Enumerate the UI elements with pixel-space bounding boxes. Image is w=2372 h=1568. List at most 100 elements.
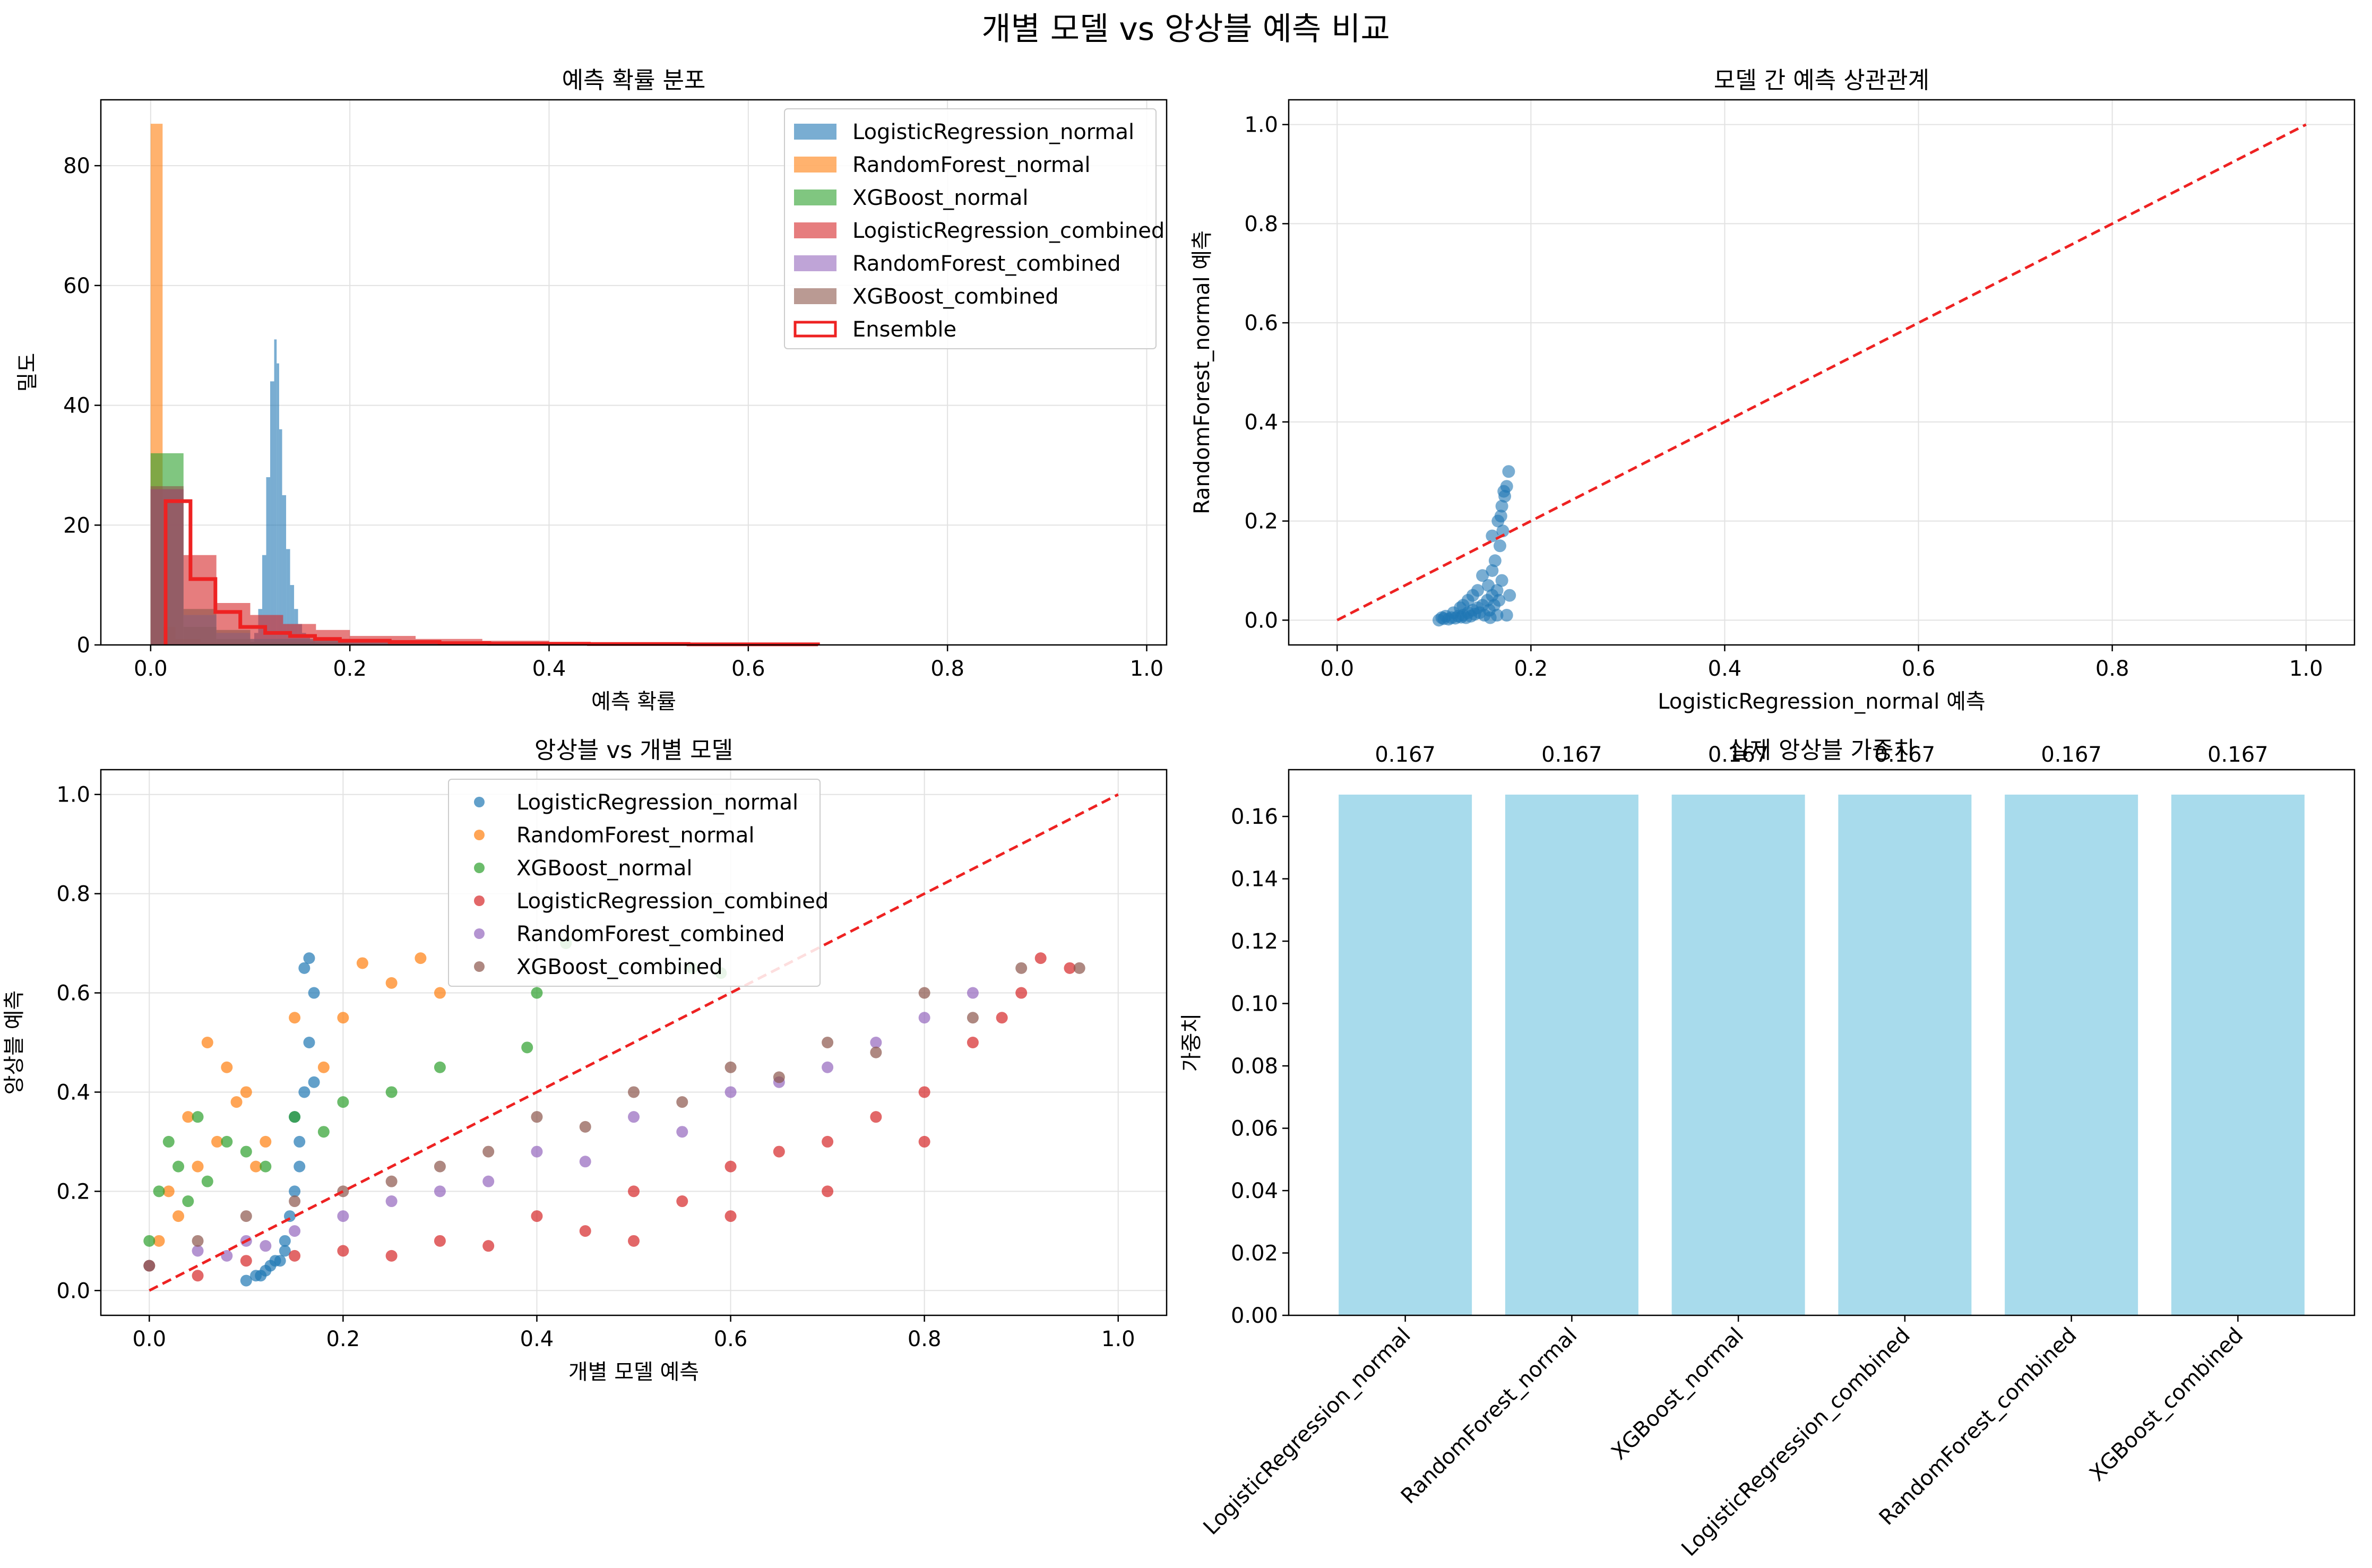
scatter-point: [724, 1160, 737, 1173]
legend-marker: [474, 895, 485, 906]
scatter-point: [1496, 524, 1510, 538]
scatter-point: [628, 1235, 640, 1247]
y-tick-label: 0.4: [56, 1080, 90, 1105]
scatter-point: [289, 1111, 301, 1123]
x-tick-label: XGBoost_normal: [1607, 1323, 1748, 1465]
x-tick-label: 0.6: [1902, 657, 1936, 681]
legend-label: Ensemble: [852, 317, 956, 342]
scatter-point: [415, 952, 427, 964]
scatter-point: [1476, 569, 1489, 582]
x-tick-label: 0.4: [1708, 657, 1742, 681]
y-tick-label: 0.8: [56, 882, 90, 907]
scatter-point: [289, 1012, 301, 1024]
legend-swatch: [794, 124, 836, 140]
scatter-point: [192, 1235, 204, 1247]
weight-bar: [2005, 794, 2138, 1315]
scatter-point: [773, 1145, 785, 1158]
scatter-point: [385, 1086, 398, 1098]
scatter-point: [1497, 485, 1511, 498]
legend-label: LogisticRegression_combined: [852, 219, 1165, 243]
axes-title: 실제 앙상블 가중치: [1728, 737, 1915, 764]
scatter-point: [1495, 499, 1508, 513]
scatter-point: [274, 1255, 286, 1267]
scatter-point: [385, 1175, 398, 1187]
x-tick-label: 1.0: [1130, 657, 1164, 681]
scatter-point: [201, 1037, 213, 1048]
weight-bar: [1339, 794, 1472, 1315]
scatter-point: [298, 1086, 310, 1098]
legend-marker: [474, 928, 485, 939]
legend-box: [448, 779, 821, 987]
scatter-point: [579, 1225, 591, 1237]
y-tick-label: 20: [63, 513, 90, 538]
histogram-bar: [290, 585, 295, 645]
diagonal-reference-line: [149, 793, 1119, 1292]
scatter-point: [240, 1145, 252, 1158]
scatter-point: [250, 1160, 262, 1173]
scatter-point: [434, 1235, 446, 1247]
x-tick-label: 0.0: [134, 657, 168, 681]
scatter-point: [870, 1111, 882, 1123]
scatter-point: [1482, 579, 1495, 592]
y-tick-label: 80: [63, 154, 90, 178]
scatter-point: [1064, 962, 1076, 974]
scatter-point: [294, 1135, 306, 1148]
y-tick-label: 0.06: [1231, 1117, 1278, 1141]
x-tick-label: RandomForest_normal: [1396, 1323, 1582, 1509]
bar-value-label: 0.167: [1541, 743, 1602, 767]
scatter-point: [521, 1041, 533, 1054]
scatter-point: [822, 1135, 834, 1148]
legend-swatch: [794, 255, 836, 271]
y-tick-label: 0.14: [1231, 867, 1278, 892]
histogram-bar: [274, 339, 277, 645]
scatter-point: [211, 1135, 223, 1148]
legend-label: LogisticRegression_combined: [516, 889, 829, 914]
axes-title: 예측 확률 분포: [562, 67, 706, 94]
scatter-point: [153, 1185, 165, 1197]
y-axis-label: RandomForest_normal 예측: [1190, 230, 1214, 514]
diagonal-reference-line: [1336, 123, 2307, 622]
scatter-point: [434, 1061, 446, 1073]
scatter-point: [482, 1240, 495, 1252]
scatter-point: [182, 1111, 194, 1123]
scatter-point: [918, 1135, 930, 1148]
scatter-point: [531, 1111, 543, 1123]
scatter-point: [1495, 574, 1508, 587]
scatter-point: [264, 1260, 277, 1272]
scatter-point: [260, 1160, 272, 1173]
x-tick-label: 0.0: [132, 1327, 166, 1351]
scatter-point: [870, 1046, 882, 1058]
y-tick-label: 1.0: [56, 783, 90, 807]
scatter-point: [434, 987, 446, 999]
scatter-point: [303, 1037, 315, 1048]
scatter-point: [1503, 589, 1516, 602]
x-axis-label: LogisticRegression_normal 예측: [1658, 690, 1985, 714]
scatter-point: [279, 1245, 291, 1257]
scatter-point: [724, 1210, 737, 1222]
y-tick-label: 0.0: [56, 1279, 90, 1303]
histogram-bar: [183, 609, 217, 645]
axes-frame: [1288, 99, 2356, 646]
scatter-point: [201, 1175, 213, 1187]
bar-value-label: 0.167: [1875, 743, 1936, 767]
scatter-point: [531, 1145, 543, 1158]
scatter-point: [482, 1175, 495, 1187]
x-tick-label: 0.8: [2095, 657, 2129, 681]
scatter-point: [1483, 611, 1497, 624]
y-tick-label: 0.04: [1231, 1179, 1278, 1203]
y-tick-label: 0.16: [1231, 805, 1278, 829]
scatter-point: [192, 1111, 204, 1123]
bar-value-label: 0.167: [1708, 743, 1769, 767]
x-tick-label: 0.6: [714, 1327, 748, 1351]
scatter-point: [1493, 593, 1506, 607]
histogram-panel: 예측 확률 분포 0 20 40 60 80 0.0 0.2 0.4 0.6 0.8 1.0 예측 확률…: [15, 67, 1168, 714]
x-tick-label: 0.8: [908, 1327, 942, 1351]
weights-bar-panel: 실제 앙상블 가중치 0.00 0.02 0.04 0.06 0.08 0.10 0.12 0.…: [1179, 737, 2356, 1561]
scatter-point: [337, 1245, 349, 1257]
scatter-point: [289, 1185, 301, 1197]
legend-marker: [474, 797, 485, 807]
x-tick-label: 0.4: [520, 1327, 554, 1351]
y-tick-label: 40: [63, 394, 90, 418]
legend-swatch: [794, 288, 836, 304]
scatter-point: [289, 1195, 301, 1208]
